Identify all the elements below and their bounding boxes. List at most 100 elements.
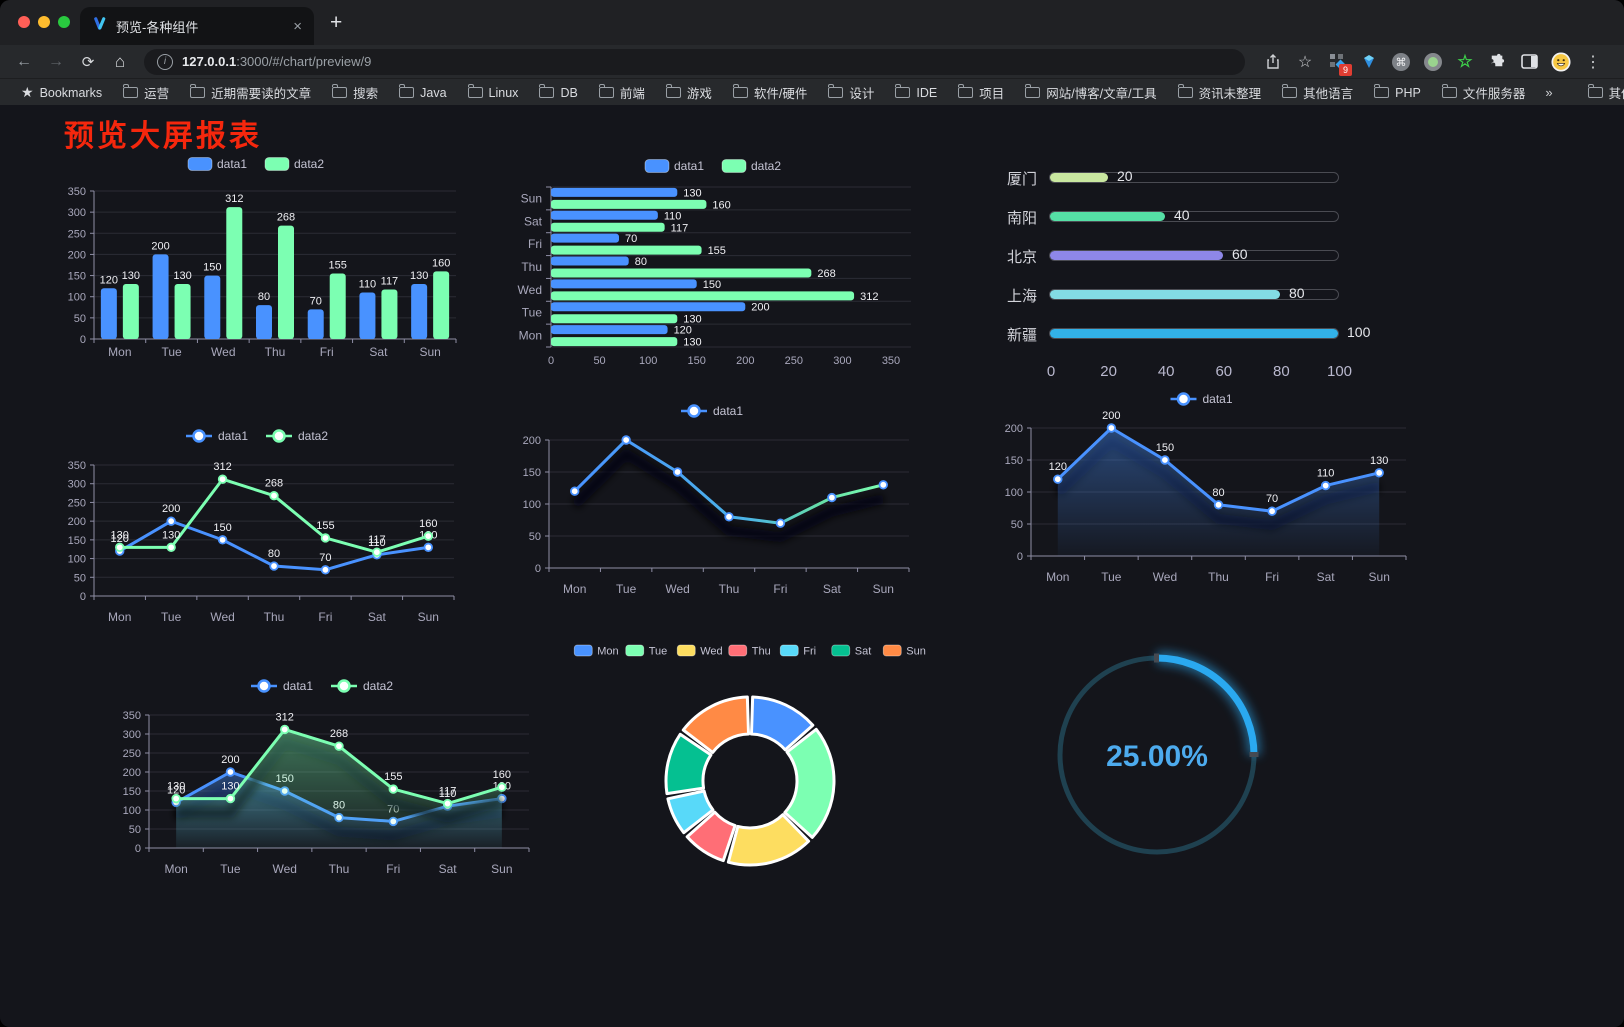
forward-icon[interactable]: → — [48, 52, 64, 70]
bookmarks-root-item[interactable]: ★ Bookmarks — [14, 84, 109, 101]
svg-text:data1: data1 — [283, 679, 313, 693]
bookmark-folder-item[interactable]: 游戏 — [659, 83, 719, 102]
page-content: 预览大屏报表 0 50 100 150 200 250 300 350 Mon Tue Wed Thu… — [0, 105, 1624, 1027]
bookmark-folder-item[interactable]: 运营 — [116, 83, 176, 102]
svg-text:Tue: Tue — [616, 582, 637, 596]
bookmark-folder-item[interactable]: 前端 — [592, 83, 652, 102]
share-icon[interactable] — [1263, 52, 1283, 72]
horizontal-bar-chart[interactable]: 0 50 100 150 200 250 300 350 Sun 130 160 Sat 110 117 F… — [505, 149, 925, 377]
folder-icon — [665, 84, 681, 98]
axis-tick-label: 80 — [1273, 363, 1290, 380]
svg-text:130: 130 — [410, 270, 428, 282]
url-bar[interactable]: i 127.0.0.1:3000/#/chart/preview/9 — [144, 48, 1245, 75]
new-tab-button[interactable]: + — [330, 11, 343, 34]
svg-text:data2: data2 — [298, 429, 328, 443]
svg-text:130: 130 — [173, 270, 191, 282]
bookmark-folder-item[interactable]: 其他语言 — [1275, 83, 1360, 102]
tab-favicon — [92, 16, 107, 36]
home-icon[interactable]: ⌂ — [114, 51, 126, 71]
bookmark-folder-item[interactable]: 设计 — [821, 83, 881, 102]
bookmarks-bar: ★ Bookmarks 运营 近期需要读的文章 搜索 Java Linux DB 前端 游戏 软… — [0, 78, 1624, 106]
tab-strip: 预览-各种组件 × + — [0, 0, 1624, 45]
green-star-extension-icon[interactable]: ☆ — [1457, 51, 1473, 71]
progress-track — [1049, 328, 1339, 339]
svg-text:80: 80 — [268, 548, 280, 560]
svg-text:Sun: Sun — [1369, 570, 1390, 584]
bookmark-folder-item[interactable]: 文件服务器 — [1435, 83, 1533, 102]
close-window-button[interactable] — [18, 16, 30, 28]
page-title: 预览大屏报表 — [64, 120, 262, 153]
axis-tick-label: 100 — [1327, 363, 1353, 380]
svg-text:Wed: Wed — [210, 610, 234, 624]
progress-track — [1049, 250, 1339, 261]
svg-text:250: 250 — [123, 748, 141, 760]
svg-text:200: 200 — [151, 240, 169, 252]
svg-text:312: 312 — [276, 711, 294, 723]
svg-text:130: 130 — [683, 187, 701, 199]
profile-avatar[interactable] — [1551, 51, 1571, 72]
svg-text:0: 0 — [80, 334, 86, 346]
back-icon[interactable]: ← — [16, 52, 32, 70]
zoom-window-button[interactable] — [58, 16, 70, 28]
svg-text:Mon: Mon — [563, 582, 586, 596]
progress-label: 厦门 — [1006, 171, 1037, 188]
svg-text:100: 100 — [123, 805, 141, 817]
bookmark-folder-item[interactable]: IDE — [888, 84, 944, 100]
bookmark-folder-item[interactable]: 项目 — [951, 83, 1011, 102]
bookmark-star-icon[interactable]: ☆ — [1297, 53, 1313, 71]
reload-icon[interactable]: ⟳ — [81, 53, 95, 71]
svg-text:155: 155 — [708, 245, 726, 257]
two-series-area-chart[interactable]: 0 50 100 150 200 250 300 350 Mon Tue Wed Thu Fri Sat S… — [103, 673, 543, 893]
svg-text:Thu: Thu — [719, 582, 740, 596]
bookmark-folder-label: Linux — [488, 85, 519, 100]
svg-text:268: 268 — [330, 728, 348, 740]
bookmark-folder-label: 运营 — [144, 87, 170, 101]
svg-text:Sun: Sun — [521, 191, 542, 205]
bookmark-folder-item[interactable]: Linux — [461, 84, 526, 100]
bookmark-folder-item[interactable]: 近期需要读的文章 — [183, 83, 318, 102]
two-series-line-chart[interactable]: 0 50 100 150 200 250 300 350 Mon Tue Wed Thu Fri Sat S… — [48, 423, 468, 641]
svg-text:300: 300 — [833, 355, 851, 367]
svg-text:Wed: Wed — [211, 345, 235, 359]
bookmark-folder-item[interactable]: DB — [532, 84, 584, 100]
progress-fill — [1050, 251, 1223, 260]
side-panel-icon[interactable] — [1519, 52, 1539, 72]
progress-value: 80 — [1289, 285, 1305, 301]
bookmarks-root-label: Bookmarks — [39, 85, 103, 100]
svg-text:Mon: Mon — [108, 610, 131, 624]
svg-text:117: 117 — [439, 786, 457, 798]
gradient-line-chart[interactable]: 0 50 100 150 200 Mon Tue Wed Thu Fri Sat Sun data1 — [503, 398, 923, 613]
browser-tab[interactable]: 预览-各种组件 × — [80, 7, 314, 45]
site-info-icon[interactable]: i — [157, 53, 173, 70]
bookmark-folder-item[interactable]: 网站/博客/文章/工具 — [1018, 83, 1163, 102]
axis-tick-label: 20 — [1100, 363, 1117, 380]
bookmark-folder-label: IDE — [916, 85, 938, 100]
extension-grid-icon[interactable]: 9 — [1327, 52, 1352, 76]
single-area-chart[interactable]: 0 50 100 150 200 Mon Tue Wed Thu Fri Sat Sun 120 200 1… — [985, 386, 1420, 601]
minimize-window-button[interactable] — [38, 16, 50, 28]
tab-close-icon[interactable]: × — [293, 17, 302, 35]
bookmarks-overflow-chevron[interactable]: » — [1545, 85, 1553, 100]
svg-text:117: 117 — [671, 222, 689, 234]
donut-chart[interactable]: Mon Tue Wed Thu Fri Sat Sun — [545, 633, 955, 893]
progress-fill — [1050, 173, 1108, 182]
bookmark-folder-item[interactable]: 软件/硬件 — [726, 83, 814, 102]
gauge-chart[interactable]: 25.00% — [1040, 633, 1370, 883]
bookmark-folder-item[interactable]: 资讯未整理 — [1171, 83, 1269, 102]
svg-text:data2: data2 — [294, 157, 324, 171]
bookmark-folder-item[interactable]: PHP — [1367, 84, 1428, 100]
toolbar-actions: ☆ 9 ⌘ ☆ ⋮ — [1255, 51, 1611, 76]
city-progress-chart[interactable]: 厦门 20 南阳 40 北京 60 上海 80 新疆 100 0 20 40 60 80 1… — [995, 153, 1420, 393]
bookmark-folder-item[interactable]: 搜索 — [325, 83, 385, 102]
svg-text:110: 110 — [368, 537, 386, 549]
grouped-bar-chart[interactable]: 0 50 100 150 200 250 300 350 Mon Tue Wed Thu Fri Sat S… — [48, 149, 468, 377]
svg-text:70: 70 — [310, 295, 322, 307]
other-bookmarks-folder[interactable]: 其他书签 — [1581, 83, 1624, 102]
progress-row: 南阳 40 — [995, 206, 1420, 227]
extensions-puzzle-icon[interactable] — [1487, 52, 1507, 72]
bookmark-folder-item[interactable]: Java — [392, 84, 453, 100]
command-extension-icon[interactable]: ⌘ — [1391, 52, 1411, 72]
gem-extension-icon[interactable] — [1359, 52, 1379, 72]
record-extension-icon[interactable] — [1423, 52, 1443, 72]
browser-menu-icon[interactable]: ⋮ — [1585, 53, 1601, 71]
